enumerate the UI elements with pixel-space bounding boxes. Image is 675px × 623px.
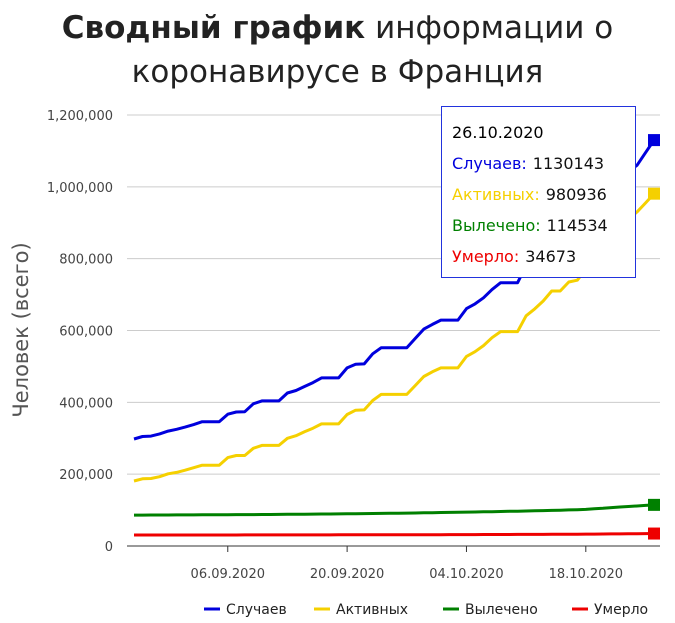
legend-label-1: Активных — [336, 602, 408, 618]
tooltip-value-recovered: 114534 — [546, 216, 608, 235]
x-tick-label: 04.10.2020 — [429, 567, 503, 582]
series-line-2 — [134, 503, 655, 517]
y-tick-label: 400,000 — [59, 396, 113, 411]
tooltip-row-active: Активных: 980936 — [452, 179, 625, 210]
series-end-marker-2 — [648, 498, 660, 511]
legend-label-2: Вылечено — [465, 602, 538, 618]
tooltip-label-deaths: Умерло: — [452, 247, 520, 266]
y-tick-label: 1,000,000 — [47, 181, 113, 196]
x-tick-labels: 06.09.2020 20.09.2020 04.10.2020 18.10.2020 — [191, 567, 623, 582]
tooltip-row-deaths: Умерло: 34673 — [452, 241, 625, 272]
x-tick-label: 18.10.2020 — [549, 567, 623, 582]
chart-title-rest: информации о — [365, 10, 614, 46]
series-line-3 — [134, 532, 655, 537]
y-tick-labels: 0 200,000 400,000 600,000 800,000 1,000,000 1,… — [47, 109, 113, 555]
hover-tooltip: 26.10.2020 Случаев: 1130143 Активных: 9809… — [441, 106, 636, 278]
y-tick-label: 0 — [105, 540, 113, 555]
tooltip-label-cases: Случаев: — [452, 154, 527, 173]
tooltip-value-cases: 1130143 — [532, 154, 605, 173]
series-end-markers — [648, 134, 660, 540]
tooltip-row-recovered: Вылечено: 114534 — [452, 210, 625, 241]
y-tick-label: 200,000 — [59, 468, 113, 483]
tooltip-value-active: 980936 — [545, 185, 607, 204]
y-tick-label: 1,200,000 — [47, 109, 113, 124]
series-lines — [133, 139, 656, 537]
tooltip-label-active: Активных: — [452, 185, 540, 204]
legend-label-0: Случаев — [226, 602, 287, 618]
chart-title: Сводный график информации о коронавирусе… — [0, 6, 675, 94]
x-tick-label: 06.09.2020 — [191, 567, 265, 582]
legend-label-3: Умерло — [594, 602, 648, 618]
chart-title-bold: Сводный график — [61, 10, 366, 46]
tooltip-row-cases: Случаев: 1130143 — [452, 148, 625, 179]
y-tick-label: 800,000 — [59, 253, 113, 268]
series-end-marker-1 — [648, 187, 660, 200]
series-end-marker-0 — [648, 134, 660, 147]
series-end-marker-3 — [648, 527, 660, 540]
chart-title-line2: коронавирусе в Франция — [131, 54, 544, 90]
x-tick-label: 20.09.2020 — [310, 567, 384, 582]
tooltip-date: 26.10.2020 — [452, 123, 544, 142]
tooltip-label-recovered: Вылечено: — [452, 216, 541, 235]
y-tick-label: 600,000 — [59, 325, 113, 340]
tooltip-value-deaths: 34673 — [525, 247, 577, 266]
legend: Случаев Активных Вылечено Умерло — [204, 602, 648, 618]
y-axis-label: Человек (всего) — [9, 242, 33, 417]
series-line-1 — [133, 192, 656, 483]
